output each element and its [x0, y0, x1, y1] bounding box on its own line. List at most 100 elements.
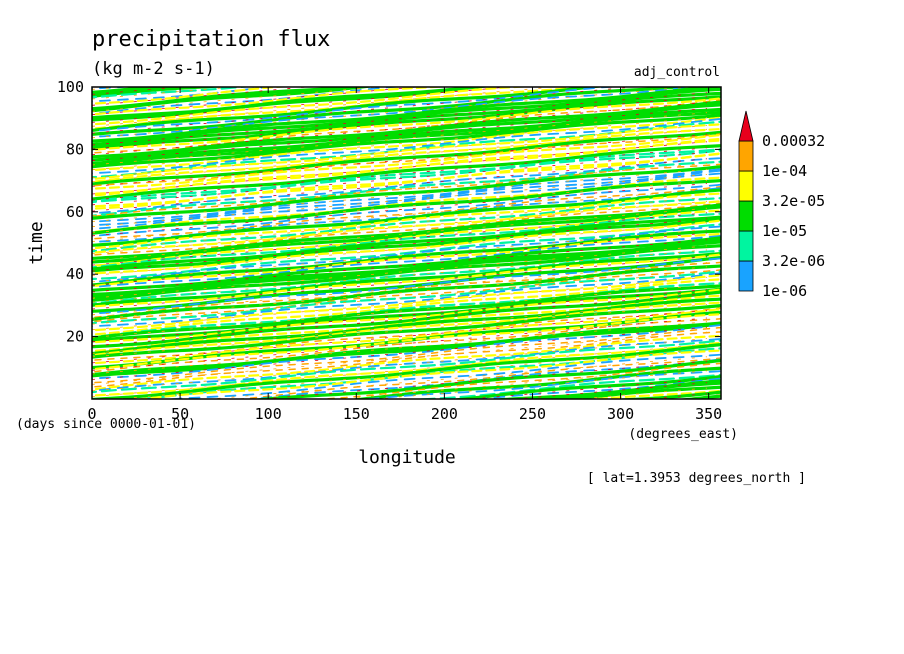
precip-speckle	[206, 356, 708, 399]
precip-speckle	[92, 112, 708, 166]
precip-speckle	[111, 348, 708, 399]
precip-speckle	[92, 256, 708, 310]
precip-streak	[530, 381, 721, 399]
precip-streak	[92, 343, 721, 399]
precip-streak	[92, 339, 721, 394]
x-tick-label: 150	[343, 405, 370, 423]
precip-streak	[92, 200, 721, 255]
precip-streak	[92, 87, 376, 113]
precip-streak	[92, 123, 721, 181]
precip-speckle	[92, 92, 708, 146]
precip-streak	[92, 313, 721, 371]
x-tick-label: 250	[519, 405, 546, 423]
precip-streak	[349, 366, 721, 399]
chart-units: (kg m-2 s-1)	[92, 59, 215, 79]
precip-speckle	[92, 197, 708, 251]
precip-speckle	[92, 300, 708, 354]
precip-streak	[247, 358, 721, 399]
precip-streak	[92, 176, 721, 234]
precip-streak	[92, 144, 721, 201]
precip-speckle	[92, 125, 708, 179]
precip-streak	[92, 278, 721, 336]
precip-streak	[92, 168, 721, 223]
precip-streak	[92, 165, 721, 220]
precip-streak	[92, 152, 721, 210]
precip-speckle	[92, 284, 708, 338]
precip-streak	[92, 113, 721, 169]
colorbar-level-label: 1e-06	[762, 282, 807, 300]
precip-speckle	[92, 262, 708, 316]
precip-streak	[92, 301, 721, 357]
precip-streak	[92, 209, 721, 267]
precip-streak	[92, 270, 721, 325]
precip-speckle	[92, 87, 639, 134]
precip-streak	[92, 103, 721, 162]
precip-streak	[92, 232, 721, 288]
precip-speckle	[92, 293, 708, 347]
colorbar-swatch	[738, 170, 754, 202]
precip-speckle	[92, 289, 708, 343]
precip-streak	[92, 148, 721, 203]
precip-speckle	[92, 158, 708, 212]
precip-streak	[92, 87, 694, 136]
x-axis-label: longitude	[358, 447, 456, 468]
precip-streak	[92, 341, 721, 397]
precip-speckle	[92, 310, 708, 364]
y-tick-label: 80	[66, 140, 84, 158]
colorbar-level-label: 3.2e-06	[762, 252, 825, 270]
precip-streak	[92, 334, 721, 391]
precip-streak	[92, 219, 721, 275]
precip-speckle	[92, 87, 695, 139]
colorbar-level-label: 0.00032	[762, 132, 825, 150]
precip-speckle	[92, 102, 708, 156]
x-tick-label: 100	[255, 405, 282, 423]
precip-streak	[92, 87, 537, 126]
precip-speckle	[92, 200, 708, 254]
precip-speckle	[92, 168, 708, 222]
y-axis-ticks: 20 40 60 80 100	[57, 78, 721, 346]
precip-streak	[92, 307, 721, 365]
precip-streak	[92, 269, 721, 323]
precip-speckle	[92, 152, 708, 206]
precip-speckle	[92, 326, 708, 380]
y-tick-label: 100	[57, 78, 84, 96]
precip-streak	[92, 133, 721, 187]
precip-streak	[92, 139, 721, 197]
precip-streak	[407, 373, 721, 399]
precip-streak	[92, 217, 721, 273]
precip-speckle	[92, 180, 708, 234]
precip-streak	[92, 87, 590, 130]
precip-speckle	[92, 174, 708, 228]
x-tick-label: 0	[87, 405, 96, 423]
precip-speckle	[256, 360, 708, 399]
precip-speckle	[92, 141, 708, 195]
precip-streak	[92, 290, 721, 349]
precip-speckle	[92, 222, 708, 276]
precip-streak	[92, 87, 721, 147]
precip-streak	[92, 272, 721, 328]
precip-streak	[233, 357, 721, 399]
precip-streak	[92, 178, 721, 235]
precip-streak	[92, 264, 721, 322]
precip-streak	[92, 87, 276, 103]
precip-streak	[92, 87, 699, 138]
x-tick-label: 350	[695, 405, 722, 423]
precip-speckle	[370, 370, 708, 399]
y-axis-units: (days since 0000-01-01)	[16, 417, 196, 432]
precip-streak	[92, 236, 721, 292]
precip-streak	[361, 370, 721, 399]
plot-frame	[91, 86, 722, 400]
colorbar-extend-arrow	[738, 110, 754, 142]
precip-speckle	[92, 96, 708, 150]
precip-speckle	[92, 128, 708, 182]
precip-speckle	[92, 266, 708, 320]
precip-speckle	[92, 207, 708, 261]
precip-speckle	[92, 87, 514, 123]
y-tick-label: 20	[66, 328, 84, 346]
precip-streak	[92, 116, 721, 172]
precip-streak	[92, 183, 721, 238]
precip-streak	[448, 374, 721, 399]
precip-streak	[92, 326, 721, 384]
precip-speckle	[92, 338, 708, 392]
